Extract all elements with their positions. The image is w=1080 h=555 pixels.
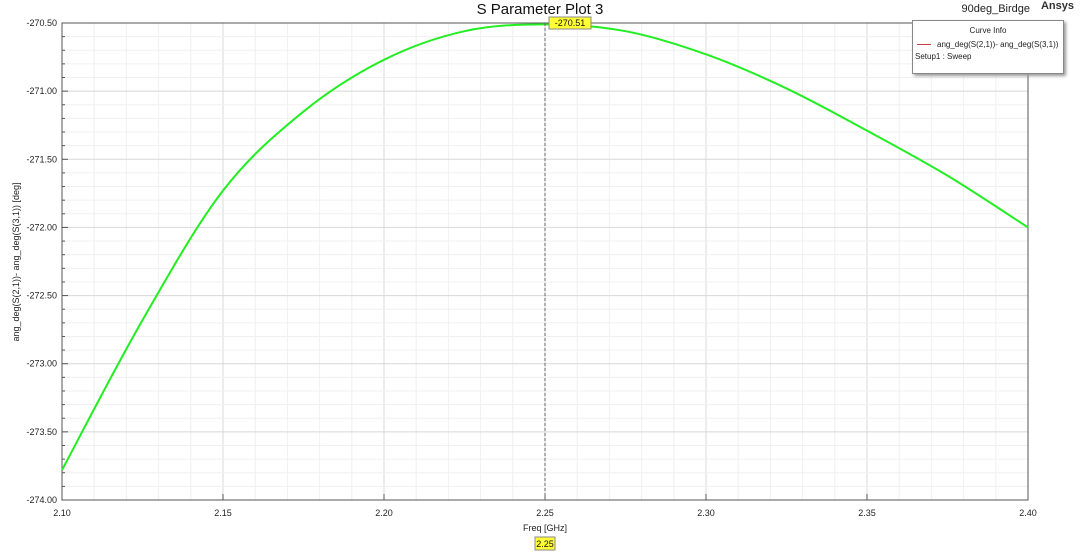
- legend-title: Curve Info: [969, 26, 1007, 35]
- y-tick-label: -273.50: [26, 427, 57, 437]
- x-tick-label: 2.40: [1019, 508, 1037, 518]
- marker-x-box: [534, 536, 556, 551]
- legend-swatch: [917, 43, 931, 46]
- y-axis-label: ang_deg(S(2,1))- ang_deg(S(3,1)) [deg]: [11, 182, 21, 341]
- y-tick-label: -271.00: [26, 86, 57, 96]
- legend-label: ang_deg(S(2,1))- ang_deg(S(3,1)): [937, 40, 1059, 49]
- y-tick-label: -272.50: [26, 291, 57, 301]
- y-tick-label: -273.00: [26, 359, 57, 369]
- x-axis-label: Freq [GHz]: [523, 523, 567, 533]
- series-line: [61, 23, 1029, 471]
- y-tick-label: -274.00: [26, 495, 57, 505]
- x-tick-label: 2.30: [697, 508, 715, 518]
- legend[interactable]: Curve Info ang_deg(S(2,1))- ang_deg(S(3,…: [912, 20, 1064, 74]
- x-tick-label: 2.15: [214, 508, 232, 518]
- x-tick-label: 2.25: [536, 508, 554, 518]
- project-name: 90deg_Birdge: [961, 3, 1030, 15]
- brand-logo: Ansys: [1040, 0, 1074, 12]
- legend-entry[interactable]: ang_deg(S(2,1))- ang_deg(S(3,1)): [917, 40, 1063, 49]
- x-tick-label: 2.10: [53, 508, 71, 518]
- y-tick-label: -272.00: [26, 222, 57, 232]
- y-tick-label: -270.50: [26, 18, 57, 28]
- chart-title: S Parameter Plot 3: [476, 1, 604, 18]
- marker-y-label: -270.51: [555, 18, 586, 28]
- x-tick-label: 2.35: [858, 508, 876, 518]
- legend-setup: Setup1 : Sweep: [915, 52, 972, 61]
- marker-x-label: 2.25: [536, 539, 554, 549]
- y-tick-label: -271.50: [26, 154, 57, 164]
- x-tick-label: 2.20: [375, 508, 393, 518]
- marker-y-box: [548, 16, 592, 30]
